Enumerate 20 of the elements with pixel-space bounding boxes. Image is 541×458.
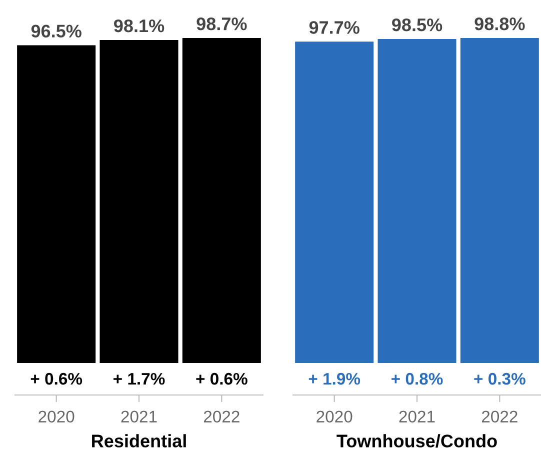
x-tick-label: 2022 bbox=[204, 410, 240, 423]
x-tick-label: 2020 bbox=[316, 410, 352, 423]
annotation: + 0.6% bbox=[30, 372, 82, 385]
data-label: 96.5% bbox=[31, 24, 82, 38]
x-tick-label: 2021 bbox=[399, 410, 435, 423]
x-axis-title: Residential bbox=[92, 434, 186, 448]
annotation: + 1.9% bbox=[308, 372, 360, 385]
annotation: + 0.3% bbox=[474, 372, 526, 385]
annotation: + 0.8% bbox=[392, 372, 443, 385]
data-label: 97.7% bbox=[309, 21, 360, 34]
x-tick-label: 2020 bbox=[38, 410, 74, 423]
data-label: 98.5% bbox=[392, 18, 442, 32]
x-axis-title: Townhouse/Condo bbox=[336, 434, 497, 448]
data-label: 98.1% bbox=[114, 19, 164, 32]
annotation: + 1.7% bbox=[114, 372, 165, 385]
data-label: 98.7% bbox=[196, 17, 247, 30]
data-label: 98.8% bbox=[474, 17, 525, 30]
x-tick-label: 2021 bbox=[121, 410, 157, 423]
x-tick-label: 2022 bbox=[482, 410, 518, 423]
annotation: + 0.6% bbox=[196, 372, 248, 385]
